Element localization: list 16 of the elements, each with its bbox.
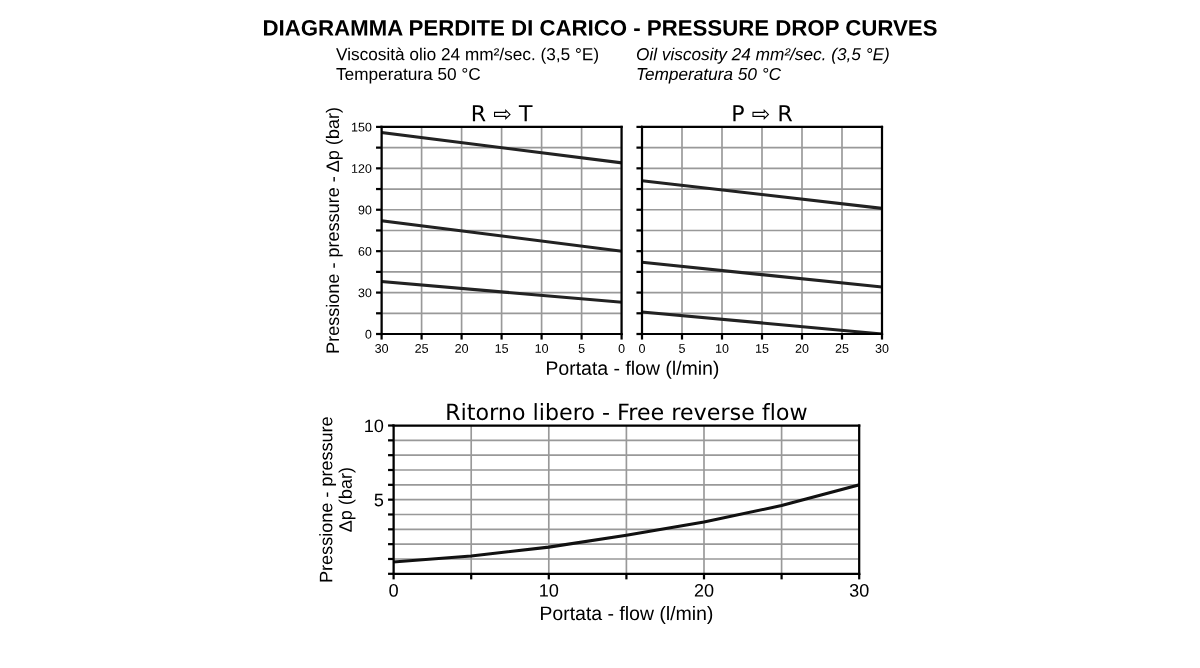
y-tick-label: 10 [365, 419, 384, 433]
y-axis-title: Pressione - pressure Δp (bar) [319, 417, 356, 582]
chart-title: R ⇨ T [472, 105, 533, 122]
x-axis-title: Portata - flow (l/min) [547, 360, 719, 379]
chart-subtitle: Viscosità olio 24 mm²/sec. (3,5 °E) Temperatura 50 °C [336, 47, 599, 84]
x-tick-label: 20 [694, 584, 714, 597]
chart-title: P ⇨ R [733, 105, 793, 122]
x-axis-title: Portata - flow (l/min) [541, 605, 713, 625]
text: DIAGRAMMA PERDITE DI CARICO - PRESSURE DROP CURVES [263, 19, 937, 36]
x-tick-label: 10 [540, 584, 559, 597]
x-tick-label: 0 [389, 584, 398, 597]
line-series [393, 483, 860, 564]
chart-subtitle: Oil viscosity 24 mm²/sec. (3,5 °E) Temperatura 50 °C [636, 47, 889, 84]
x-tick-label: 30 [849, 584, 869, 597]
y-axis-title: Pressione - pressure - Δp (bar) [325, 108, 343, 353]
chart-title: Ritorno libero - Free reverse flow [447, 403, 807, 421]
